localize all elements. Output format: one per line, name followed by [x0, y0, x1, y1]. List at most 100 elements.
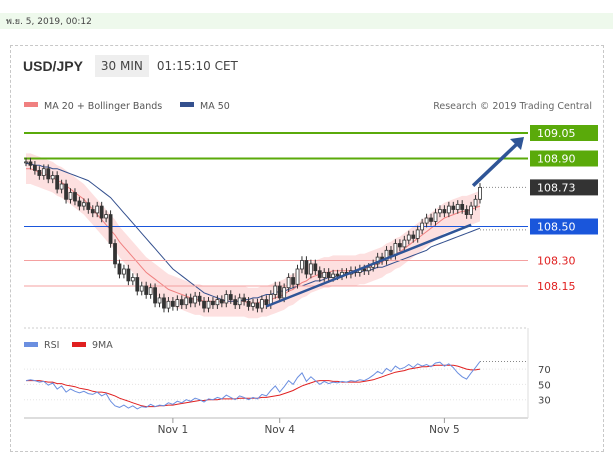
price-bar-body — [460, 203, 465, 210]
price-bar-body — [366, 266, 371, 272]
rsi-tick-30: 30 — [538, 396, 551, 407]
price-bar-body — [464, 209, 469, 215]
price-bar-body — [228, 294, 233, 300]
price-bar-body — [362, 268, 367, 272]
price-bar-body — [397, 243, 402, 248]
price-bar-body — [37, 169, 42, 176]
ma20-legend-swatch — [24, 102, 38, 107]
price-bar-body — [215, 299, 220, 306]
price-bar-body — [433, 212, 438, 222]
level-label-108.30: 108.30 — [537, 255, 576, 268]
price-bar-body — [162, 297, 166, 309]
rsi-tick-70: 70 — [538, 365, 551, 376]
price-bar-body — [77, 200, 82, 207]
price-bar-body — [50, 175, 55, 180]
price-bar-body — [184, 297, 189, 306]
price-bar-body — [139, 285, 144, 292]
price-bar-body — [308, 263, 313, 275]
price-bar-body — [429, 217, 433, 222]
price-bar-body — [300, 260, 304, 270]
price-bar-body — [335, 273, 340, 277]
chart-header: USD/JPY 30 MIN 01:15:10 CET — [23, 52, 238, 80]
price-bar-body — [295, 268, 300, 285]
bollinger-bands — [26, 153, 480, 319]
price-bar-body — [277, 285, 282, 299]
target-arrow-head — [510, 137, 524, 150]
price-bar-body — [166, 300, 171, 309]
current-price-box — [530, 179, 598, 196]
level-label-108.90: 108.90 — [537, 153, 576, 166]
price-bar-body — [86, 202, 91, 210]
price-bar-body — [331, 273, 336, 278]
price-bar-body — [41, 168, 46, 176]
x-axis-labels: Nov 1 Nov 4 Nov 5 — [158, 418, 460, 436]
price-bar-body — [478, 186, 482, 200]
price-bar-body — [224, 294, 229, 304]
ma50-legend-label: MA 50 — [200, 101, 230, 112]
credit-label: Research © 2019 Trading Central — [433, 101, 592, 112]
price-bar-body — [33, 164, 37, 171]
price-bar-body — [64, 183, 68, 200]
price-bar-body — [237, 297, 242, 306]
price-bar-body — [282, 287, 287, 299]
level-label-108.50: 108.50 — [537, 221, 576, 234]
bollinger-band-fill — [26, 153, 480, 319]
price-bar-body — [99, 205, 104, 219]
price-bar-body — [206, 300, 211, 309]
rsi-ma-legend-label: 9MA — [92, 340, 113, 351]
ma50-legend-swatch — [180, 102, 194, 107]
current-price-label: 108.73 — [537, 181, 576, 194]
price-bar-body — [469, 205, 473, 216]
price-bar-body — [438, 209, 442, 214]
price-bar-body — [455, 203, 460, 210]
price-bar-body — [193, 295, 198, 304]
price-bar-body — [104, 214, 109, 219]
price-bar-body — [255, 302, 260, 309]
price-bar-body — [197, 295, 202, 302]
price-bar-body — [313, 263, 318, 272]
price-bar-body — [451, 205, 456, 210]
price-bar-body — [317, 270, 322, 278]
price-bar-body — [202, 300, 206, 309]
price-bar-body — [473, 198, 478, 207]
price-bar-body — [424, 217, 429, 224]
price-bar-body — [68, 192, 73, 200]
price-bar-body — [411, 234, 416, 239]
level-box-109.05 — [530, 125, 598, 141]
price-bar-body — [251, 302, 255, 307]
level-box-108.90 — [530, 150, 598, 167]
price-bar-body — [273, 285, 278, 295]
price-bar-body — [389, 249, 393, 256]
rsi-panel: 70 50 30 — [24, 360, 551, 410]
x-label-Nov 4: Nov 4 — [264, 424, 295, 436]
price-bar-body — [59, 183, 64, 190]
price-bar-body — [90, 209, 95, 214]
price-bar-body — [246, 300, 251, 307]
rsi-ma-legend-swatch — [72, 342, 86, 347]
price-bar-body — [291, 277, 295, 285]
price-bar-body — [148, 287, 153, 295]
price-bar-body — [415, 229, 420, 239]
price-bar-body — [28, 161, 33, 166]
price-bar-body — [130, 277, 135, 282]
target-arrow-shaft — [471, 141, 520, 187]
price-bar-body — [233, 299, 238, 306]
price-bar-body — [242, 297, 246, 302]
timeframe-badge[interactable]: 30 MIN — [94, 55, 149, 77]
price-bar-body — [95, 205, 100, 214]
price-bar-body — [73, 192, 77, 202]
price-bar-body — [117, 263, 122, 275]
price-bar-body — [406, 234, 411, 241]
price-bar-body — [402, 239, 407, 248]
price-bar-body — [175, 299, 180, 307]
price-levels: 109.05 108.90 108.73 108.50 108.30 108.15 — [24, 125, 598, 293]
ma50-line — [26, 163, 481, 302]
price-bar-body — [113, 243, 117, 265]
support-trendline — [265, 223, 472, 308]
x-label-Nov 5: Nov 5 — [429, 424, 460, 436]
price-bar-body — [219, 299, 224, 304]
rsi-legend-label: RSI — [44, 340, 59, 351]
price-bar-body — [304, 260, 309, 275]
price-bar-body — [211, 300, 215, 306]
